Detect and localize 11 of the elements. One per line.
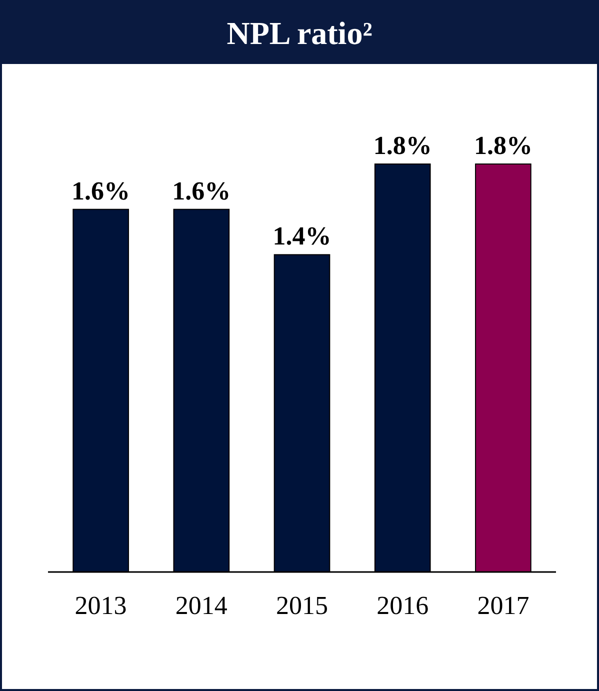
data-label: 1.6% — [172, 176, 231, 206]
data-label: 1.4% — [272, 222, 332, 251]
x-tick-label: 2013 — [74, 591, 127, 620]
data-label: 1.6% — [72, 176, 130, 206]
data-label: 1.8% — [373, 131, 432, 160]
x-tick-label: 2014 — [175, 591, 228, 620]
x-tick-label: 2017 — [477, 591, 530, 620]
chart-title: NPL ratio² — [226, 15, 372, 51]
x-tick-label: 2016 — [376, 591, 429, 620]
data-label: 1.8% — [474, 131, 532, 160]
x-tick-label: 2015 — [276, 591, 328, 620]
